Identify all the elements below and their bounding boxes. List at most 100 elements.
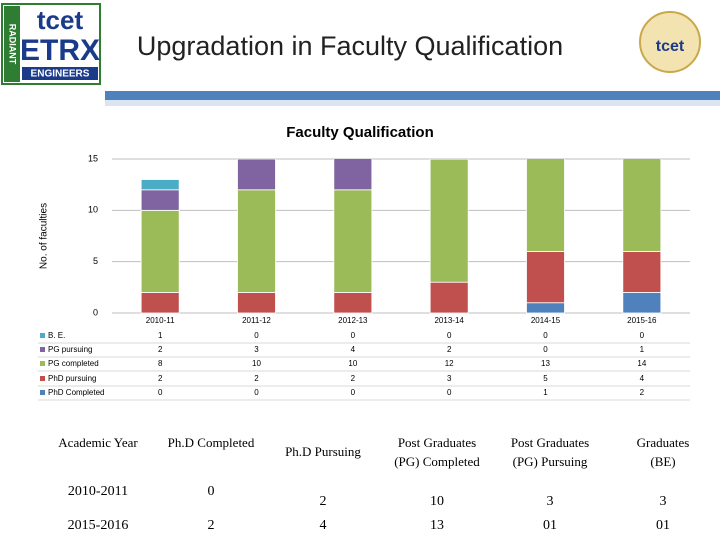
bar-segment <box>526 302 565 314</box>
data-table-value: 12 <box>445 359 454 368</box>
data-table-value: 0 <box>543 331 548 340</box>
data-table-value: 2 <box>447 345 452 354</box>
data-table-value: 0 <box>254 331 259 340</box>
data-table-value: 0 <box>351 388 356 397</box>
legend-swatch <box>40 361 45 366</box>
x-tick-label: 2011-12 <box>242 316 271 325</box>
bar-segment <box>429 159 469 160</box>
bar-segment <box>526 159 565 252</box>
logo-bottom-band <box>22 67 98 80</box>
bar-segment <box>237 159 276 191</box>
legend-label: PG pursuing <box>48 345 92 354</box>
x-tick-label: 2014-15 <box>531 316 561 325</box>
x-tick-label: 2012-13 <box>338 316 368 325</box>
bar-segment <box>622 292 662 314</box>
table-cell: 01 <box>656 518 670 533</box>
logo-main: ETRX <box>20 34 100 67</box>
data-table-value: 2 <box>158 345 163 354</box>
data-table-value: 5 <box>543 374 548 383</box>
bar-segment <box>140 209 180 293</box>
table-header: Post Graduates (PG) Completed <box>394 435 480 469</box>
data-table-value: 2 <box>254 374 259 383</box>
bar-segment <box>333 292 373 314</box>
data-table-value: 8 <box>158 359 163 368</box>
data-table-value: 0 <box>447 388 452 397</box>
bar-segment <box>237 292 276 314</box>
logo-right-text: tcet <box>656 38 685 55</box>
data-table-value: 3 <box>254 345 259 354</box>
legend-swatch <box>40 347 45 352</box>
data-table-value: 0 <box>447 331 452 340</box>
x-tick-label: 2015-16 <box>627 316 657 325</box>
logo-top: tcet <box>37 5 84 35</box>
header-rule-shade <box>105 100 720 106</box>
x-tick-label: 2010-11 <box>146 316 175 325</box>
data-table-value: 0 <box>254 388 259 397</box>
table-header: Academic Year <box>58 435 138 450</box>
logo-side: RADIANT <box>8 24 18 65</box>
bar-segment <box>140 292 180 314</box>
bar-segment <box>140 179 180 191</box>
bar-segment <box>237 189 276 293</box>
data-table-value: 10 <box>252 359 261 368</box>
data-table-value: 0 <box>640 331 645 340</box>
table-cell: 3 <box>547 494 554 509</box>
table-cell: 2 <box>320 494 327 509</box>
table-header-line: (PG) Completed <box>394 454 480 469</box>
bar-segment <box>622 250 662 293</box>
bar-segment <box>622 159 662 252</box>
slide-title: Upgradation in Faculty Qualification <box>137 31 563 61</box>
data-table-value: 3 <box>447 374 452 383</box>
chart-title: Faculty Qualification <box>286 124 434 141</box>
data-table-value: 2 <box>351 374 356 383</box>
table-cell: 2 <box>208 518 215 533</box>
table-cell: 3 <box>660 494 667 509</box>
data-table-value: 13 <box>541 359 550 368</box>
plot-area <box>140 159 662 314</box>
table-header: Graduates (BE) <box>637 435 690 469</box>
bar-segment <box>526 250 565 304</box>
table-header-line: (BE) <box>650 454 675 469</box>
logo-side-band <box>4 6 20 82</box>
data-table-value: 0 <box>158 388 163 397</box>
table-header: Post Graduates (PG) Pursuing <box>511 435 589 469</box>
data-table-value: 1 <box>158 331 163 340</box>
logo-bottom: ENGINEERS <box>31 69 90 80</box>
table-header: Ph.D Pursuing <box>285 444 361 459</box>
data-table-value: 1 <box>640 345 645 354</box>
y-tick-label: 5 <box>93 256 98 266</box>
data-table-value: 4 <box>351 345 356 354</box>
header-rule <box>105 91 720 100</box>
table-header-line: (PG) Pursuing <box>513 454 588 469</box>
table-header-line: Post Graduates <box>398 435 476 450</box>
legend-swatch <box>40 390 45 395</box>
table-cell: 0 <box>208 484 215 499</box>
bar-segment <box>429 159 469 283</box>
legend-label: B. E. <box>48 331 65 340</box>
table-header-line: Graduates <box>637 435 690 450</box>
bar-segment <box>333 159 373 191</box>
table-header-line: Post Graduates <box>511 435 589 450</box>
y-tick-label: 0 <box>93 307 98 317</box>
data-table-value: 0 <box>351 331 356 340</box>
legend-label: PhD pursuing <box>48 374 96 383</box>
x-tick-label: 2013-14 <box>434 316 464 325</box>
data-table-value: 2 <box>640 388 645 397</box>
table-cell: 13 <box>430 518 444 533</box>
summary-table: Academic Year Ph.D Completed Ph.D Pursuing… <box>58 435 689 533</box>
data-table-value: 2 <box>158 374 163 383</box>
data-table-value: 10 <box>348 359 357 368</box>
y-axis-label: No. of faculties <box>39 203 50 269</box>
bar-segment <box>429 281 469 314</box>
legend-swatch <box>40 376 45 381</box>
y-tick-label: 10 <box>88 205 98 215</box>
data-table-value: 14 <box>637 359 646 368</box>
legend-swatch <box>40 333 45 338</box>
table-cell: 2015-2016 <box>68 518 129 533</box>
legend-label: PG completed <box>48 359 99 368</box>
bar-segment <box>140 189 180 211</box>
logo-right <box>639 11 701 73</box>
table-cell: 2010-2011 <box>68 484 128 499</box>
data-table-value: 4 <box>640 374 645 383</box>
